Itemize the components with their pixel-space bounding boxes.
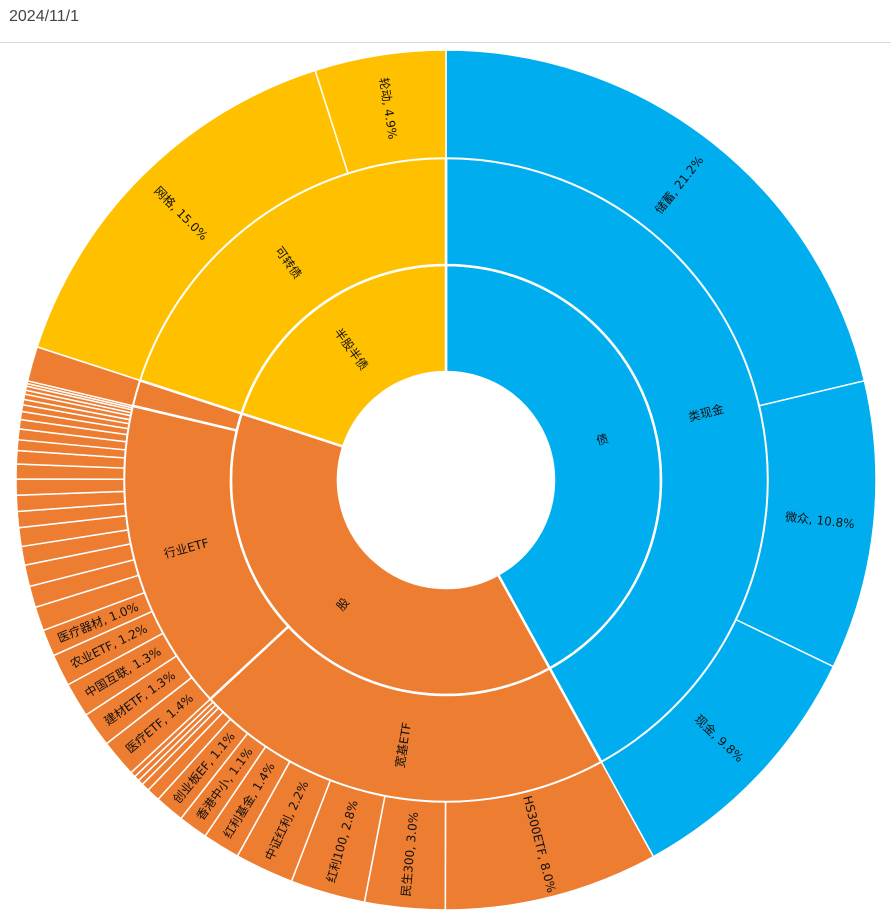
donut-hole bbox=[338, 372, 554, 588]
sunburst-segment-储蓄[interactable] bbox=[445, 49, 866, 407]
date-header: 2024/11/1 bbox=[0, 0, 891, 43]
sunburst-segment-轮动[interactable] bbox=[314, 49, 447, 175]
date-label: 2024/11/1 bbox=[9, 8, 79, 25]
segment-label-宽基etf: 宽基ETF bbox=[392, 721, 414, 769]
segment-label-债: 债 bbox=[595, 432, 610, 449]
